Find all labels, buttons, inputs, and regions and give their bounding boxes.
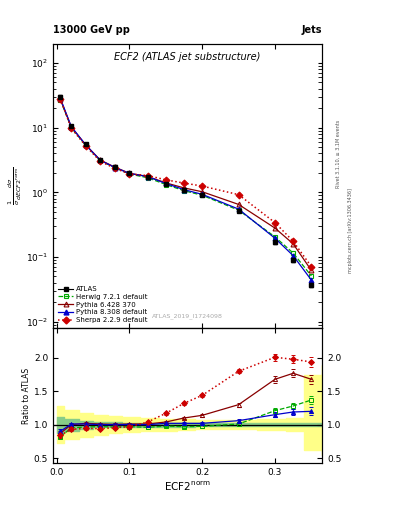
Text: ATLAS_2019_I1724098: ATLAS_2019_I1724098 <box>152 314 223 319</box>
Pythia 8.308 default <box>236 206 241 212</box>
Herwig 7.2.1 default <box>112 165 117 171</box>
Pythia 8.308 default <box>127 170 132 177</box>
Herwig 7.2.1 default <box>182 187 186 194</box>
Legend: ATLAS, Herwig 7.2.1 default, Pythia 6.428 370, Pythia 8.308 default, Sherpa 2.2.: ATLAS, Herwig 7.2.1 default, Pythia 6.42… <box>57 285 149 325</box>
Pythia 8.308 default <box>273 235 277 241</box>
Pythia 8.308 default <box>98 157 103 163</box>
Herwig 7.2.1 default <box>58 97 63 103</box>
Pythia 8.308 default <box>58 95 63 101</box>
Pythia 8.308 default <box>69 123 73 130</box>
Line: Pythia 6.428 370: Pythia 6.428 370 <box>58 97 314 273</box>
Pythia 6.428 370 <box>273 225 277 231</box>
Sherpa 2.2.9 default <box>83 143 88 149</box>
Text: Jets: Jets <box>302 25 322 35</box>
Y-axis label: Ratio to ATLAS: Ratio to ATLAS <box>22 368 31 424</box>
Herwig 7.2.1 default <box>98 158 103 164</box>
Sherpa 2.2.9 default <box>69 125 73 131</box>
Pythia 6.428 370 <box>58 96 63 102</box>
Sherpa 2.2.9 default <box>145 173 150 179</box>
Herwig 7.2.1 default <box>69 124 73 131</box>
Y-axis label: $\frac{1}{\sigma}\frac{d\sigma}{dECF2^{\rm norm}}$: $\frac{1}{\sigma}\frac{d\sigma}{dECF2^{\… <box>7 166 24 205</box>
Pythia 8.308 default <box>309 277 314 283</box>
Sherpa 2.2.9 default <box>273 220 277 226</box>
Sherpa 2.2.9 default <box>163 177 168 183</box>
Pythia 8.308 default <box>163 180 168 186</box>
Pythia 6.428 370 <box>309 267 314 273</box>
Herwig 7.2.1 default <box>236 207 241 213</box>
Herwig 7.2.1 default <box>291 250 296 256</box>
Sherpa 2.2.9 default <box>200 183 205 189</box>
Herwig 7.2.1 default <box>163 181 168 187</box>
Pythia 8.308 default <box>291 252 296 259</box>
Pythia 6.428 370 <box>127 170 132 176</box>
Sherpa 2.2.9 default <box>236 191 241 198</box>
Pythia 6.428 370 <box>236 201 241 207</box>
Text: ECF2 (ATLAS jet substructure): ECF2 (ATLAS jet substructure) <box>114 52 261 62</box>
Pythia 8.308 default <box>200 191 205 198</box>
Herwig 7.2.1 default <box>200 192 205 198</box>
Pythia 6.428 370 <box>98 157 103 163</box>
Pythia 6.428 370 <box>112 164 117 170</box>
Pythia 6.428 370 <box>163 180 168 186</box>
Text: 13000 GeV pp: 13000 GeV pp <box>53 25 130 35</box>
Pythia 6.428 370 <box>69 124 73 130</box>
Pythia 6.428 370 <box>182 185 186 191</box>
Sherpa 2.2.9 default <box>98 158 103 164</box>
Sherpa 2.2.9 default <box>291 238 296 244</box>
Herwig 7.2.1 default <box>83 142 88 148</box>
Sherpa 2.2.9 default <box>58 96 63 102</box>
Pythia 8.308 default <box>83 142 88 148</box>
Line: Pythia 8.308 default: Pythia 8.308 default <box>58 96 314 283</box>
Herwig 7.2.1 default <box>273 234 277 240</box>
Pythia 8.308 default <box>112 164 117 170</box>
Sherpa 2.2.9 default <box>182 180 186 186</box>
Text: mcplots.cern.ch [arXiv:1306.3436]: mcplots.cern.ch [arXiv:1306.3436] <box>348 188 353 273</box>
Herwig 7.2.1 default <box>145 175 150 181</box>
Line: Herwig 7.2.1 default: Herwig 7.2.1 default <box>58 97 314 279</box>
Pythia 8.308 default <box>182 186 186 193</box>
Herwig 7.2.1 default <box>127 171 132 177</box>
Line: Sherpa 2.2.9 default: Sherpa 2.2.9 default <box>58 96 314 269</box>
Pythia 6.428 370 <box>83 142 88 148</box>
Text: Rivet 3.1.10, ≥ 3.1M events: Rivet 3.1.10, ≥ 3.1M events <box>336 119 341 188</box>
Pythia 6.428 370 <box>291 241 296 247</box>
Sherpa 2.2.9 default <box>112 165 117 172</box>
Pythia 8.308 default <box>145 174 150 180</box>
Sherpa 2.2.9 default <box>309 264 314 270</box>
Pythia 6.428 370 <box>200 189 205 195</box>
X-axis label: ECF2$^{\rm norm}$: ECF2$^{\rm norm}$ <box>164 480 211 493</box>
Herwig 7.2.1 default <box>309 273 314 279</box>
Pythia 6.428 370 <box>145 174 150 180</box>
Sherpa 2.2.9 default <box>127 171 132 177</box>
